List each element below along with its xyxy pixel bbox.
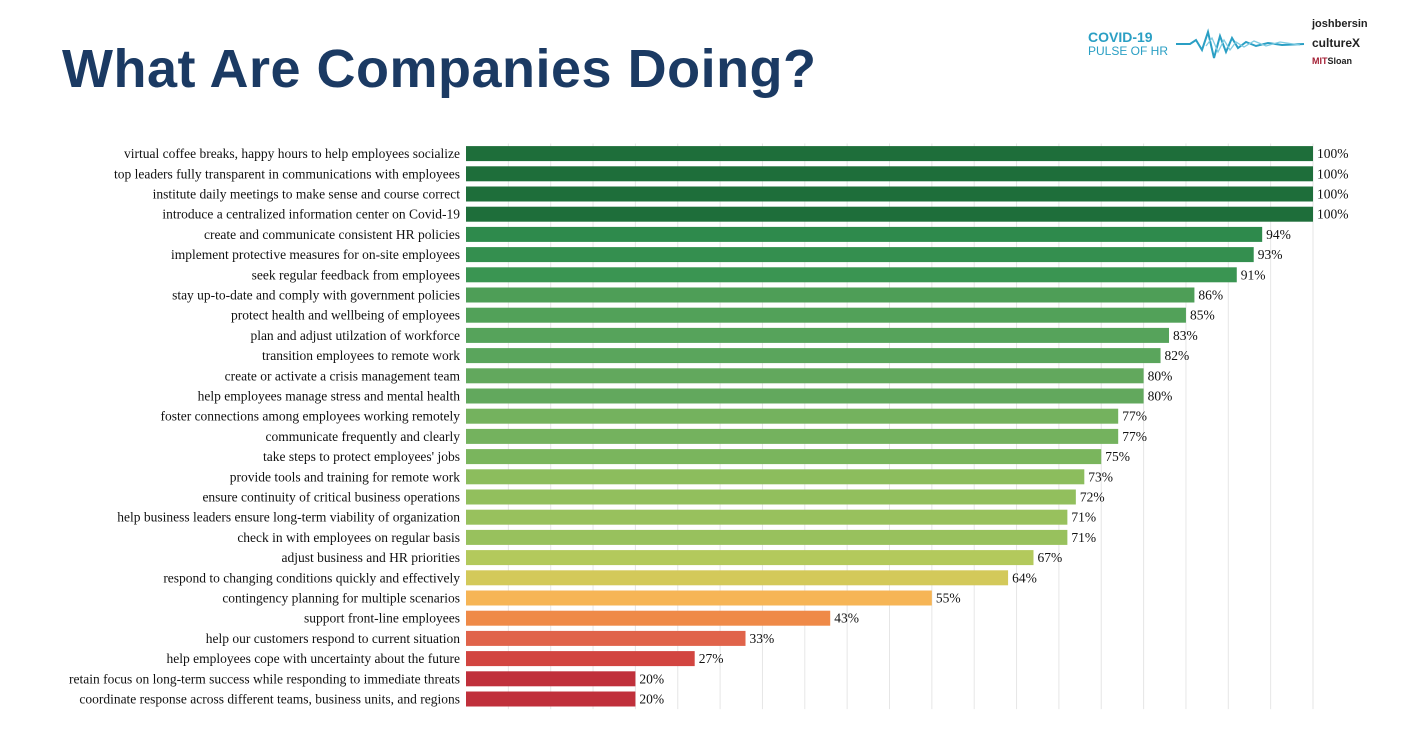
category-label: coordinate response across different tea… (79, 692, 460, 707)
bar (466, 166, 1313, 182)
bar (466, 146, 1313, 162)
value-label: 80% (1148, 389, 1173, 404)
value-label: 83% (1173, 328, 1198, 343)
bar (466, 529, 1068, 545)
bar (466, 247, 1254, 263)
category-label: transition employees to remote work (262, 348, 460, 363)
bar (466, 570, 1009, 586)
category-label: create or activate a crisis management t… (225, 368, 461, 383)
category-label: ensure continuity of critical business o… (202, 490, 460, 505)
value-label: 72% (1080, 490, 1105, 505)
bar (466, 348, 1161, 364)
mit-sloan-logo-suffix: Sloan (1327, 56, 1353, 66)
value-label: 64% (1012, 570, 1037, 585)
bar (466, 388, 1144, 404)
category-label: implement protective measures for on-sit… (171, 247, 460, 262)
value-label: 100% (1317, 166, 1349, 181)
bar (466, 327, 1170, 343)
value-label: 100% (1317, 146, 1349, 161)
value-label: 20% (639, 671, 664, 686)
joshbersin-logo: joshbersin (1312, 18, 1368, 30)
value-label: 100% (1317, 187, 1349, 202)
category-label: virtual coffee breaks, happy hours to he… (124, 146, 460, 161)
value-label: 27% (699, 651, 724, 666)
category-label: foster connections among employees worki… (160, 409, 460, 424)
bar (466, 408, 1119, 424)
category-label: create and communicate consistent HR pol… (204, 227, 460, 242)
value-label: 73% (1088, 469, 1113, 484)
value-label: 33% (750, 631, 775, 646)
bar (466, 428, 1119, 444)
bar (466, 307, 1186, 323)
value-label: 85% (1190, 308, 1215, 323)
covid-logo-line2: PULSE OF HR (1088, 44, 1169, 58)
bar (466, 590, 932, 606)
value-label: 20% (639, 692, 664, 707)
bar (466, 489, 1076, 505)
value-label: 71% (1071, 510, 1096, 525)
category-label: seek regular feedback from employees (252, 267, 460, 282)
bar (466, 610, 831, 626)
bar (466, 550, 1034, 566)
value-label: 77% (1122, 429, 1147, 444)
covid-pulse-logo: COVID-19 PULSE OF HR (1088, 30, 1184, 58)
category-label: contingency planning for multiple scenar… (222, 591, 460, 606)
category-label: retain focus on long-term success while … (69, 671, 460, 686)
category-label: check in with employees on regular basis (237, 530, 460, 545)
category-label: provide tools and training for remote wo… (230, 469, 460, 484)
category-label: top leaders fully transparent in communi… (114, 166, 460, 181)
covid-logo-line1: COVID-19 (1088, 29, 1153, 45)
bar (466, 449, 1102, 465)
category-label: take steps to protect employees' jobs (263, 449, 460, 464)
value-label: 75% (1105, 449, 1130, 464)
value-label: 86% (1198, 288, 1223, 303)
bar (466, 206, 1313, 222)
bar (466, 691, 636, 707)
value-label: 100% (1317, 207, 1349, 222)
value-label: 82% (1165, 348, 1190, 363)
value-label: 93% (1258, 247, 1283, 262)
category-label: help our customers respond to current si… (206, 631, 460, 646)
category-label: respond to changing conditions quickly a… (163, 570, 460, 585)
bar (466, 226, 1263, 242)
category-label: plan and adjust utilzation of workforce (250, 328, 460, 343)
value-label: 67% (1037, 550, 1062, 565)
category-label: support front-line employees (304, 611, 460, 626)
value-label: 43% (834, 611, 859, 626)
mit-sloan-logo-prefix: MIT (1312, 56, 1328, 66)
value-label: 94% (1266, 227, 1291, 242)
value-label: 80% (1148, 368, 1173, 383)
category-label: communicate frequently and clearly (265, 429, 460, 444)
category-label: help employees manage stress and mental … (198, 389, 461, 404)
bar (466, 368, 1144, 384)
pulse-wave-icon (1176, 28, 1305, 59)
category-label: help business leaders ensure long-term v… (117, 510, 460, 525)
bar (466, 267, 1237, 283)
value-label: 91% (1241, 267, 1266, 282)
value-label: 55% (936, 591, 961, 606)
bar (466, 671, 636, 687)
mit-sloan-logo: MITSloan (1312, 56, 1352, 66)
bar (466, 469, 1085, 485)
category-label: adjust business and HR priorities (282, 550, 461, 565)
value-label: 71% (1071, 530, 1096, 545)
culturex-logo: cultureX (1312, 36, 1361, 50)
category-label: protect health and wellbeing of employee… (231, 308, 460, 323)
bar (466, 186, 1313, 202)
category-label: stay up-to-date and comply with governme… (172, 288, 460, 303)
bar (466, 287, 1195, 303)
value-label: 77% (1122, 409, 1147, 424)
category-label: help employees cope with uncertainty abo… (166, 651, 460, 666)
category-label: introduce a centralized information cent… (162, 207, 460, 222)
page-title: What Are Companies Doing? (62, 39, 817, 99)
category-label: institute daily meetings to make sense a… (153, 187, 461, 202)
bar (466, 509, 1068, 525)
bar (466, 630, 746, 646)
bar (466, 651, 695, 667)
